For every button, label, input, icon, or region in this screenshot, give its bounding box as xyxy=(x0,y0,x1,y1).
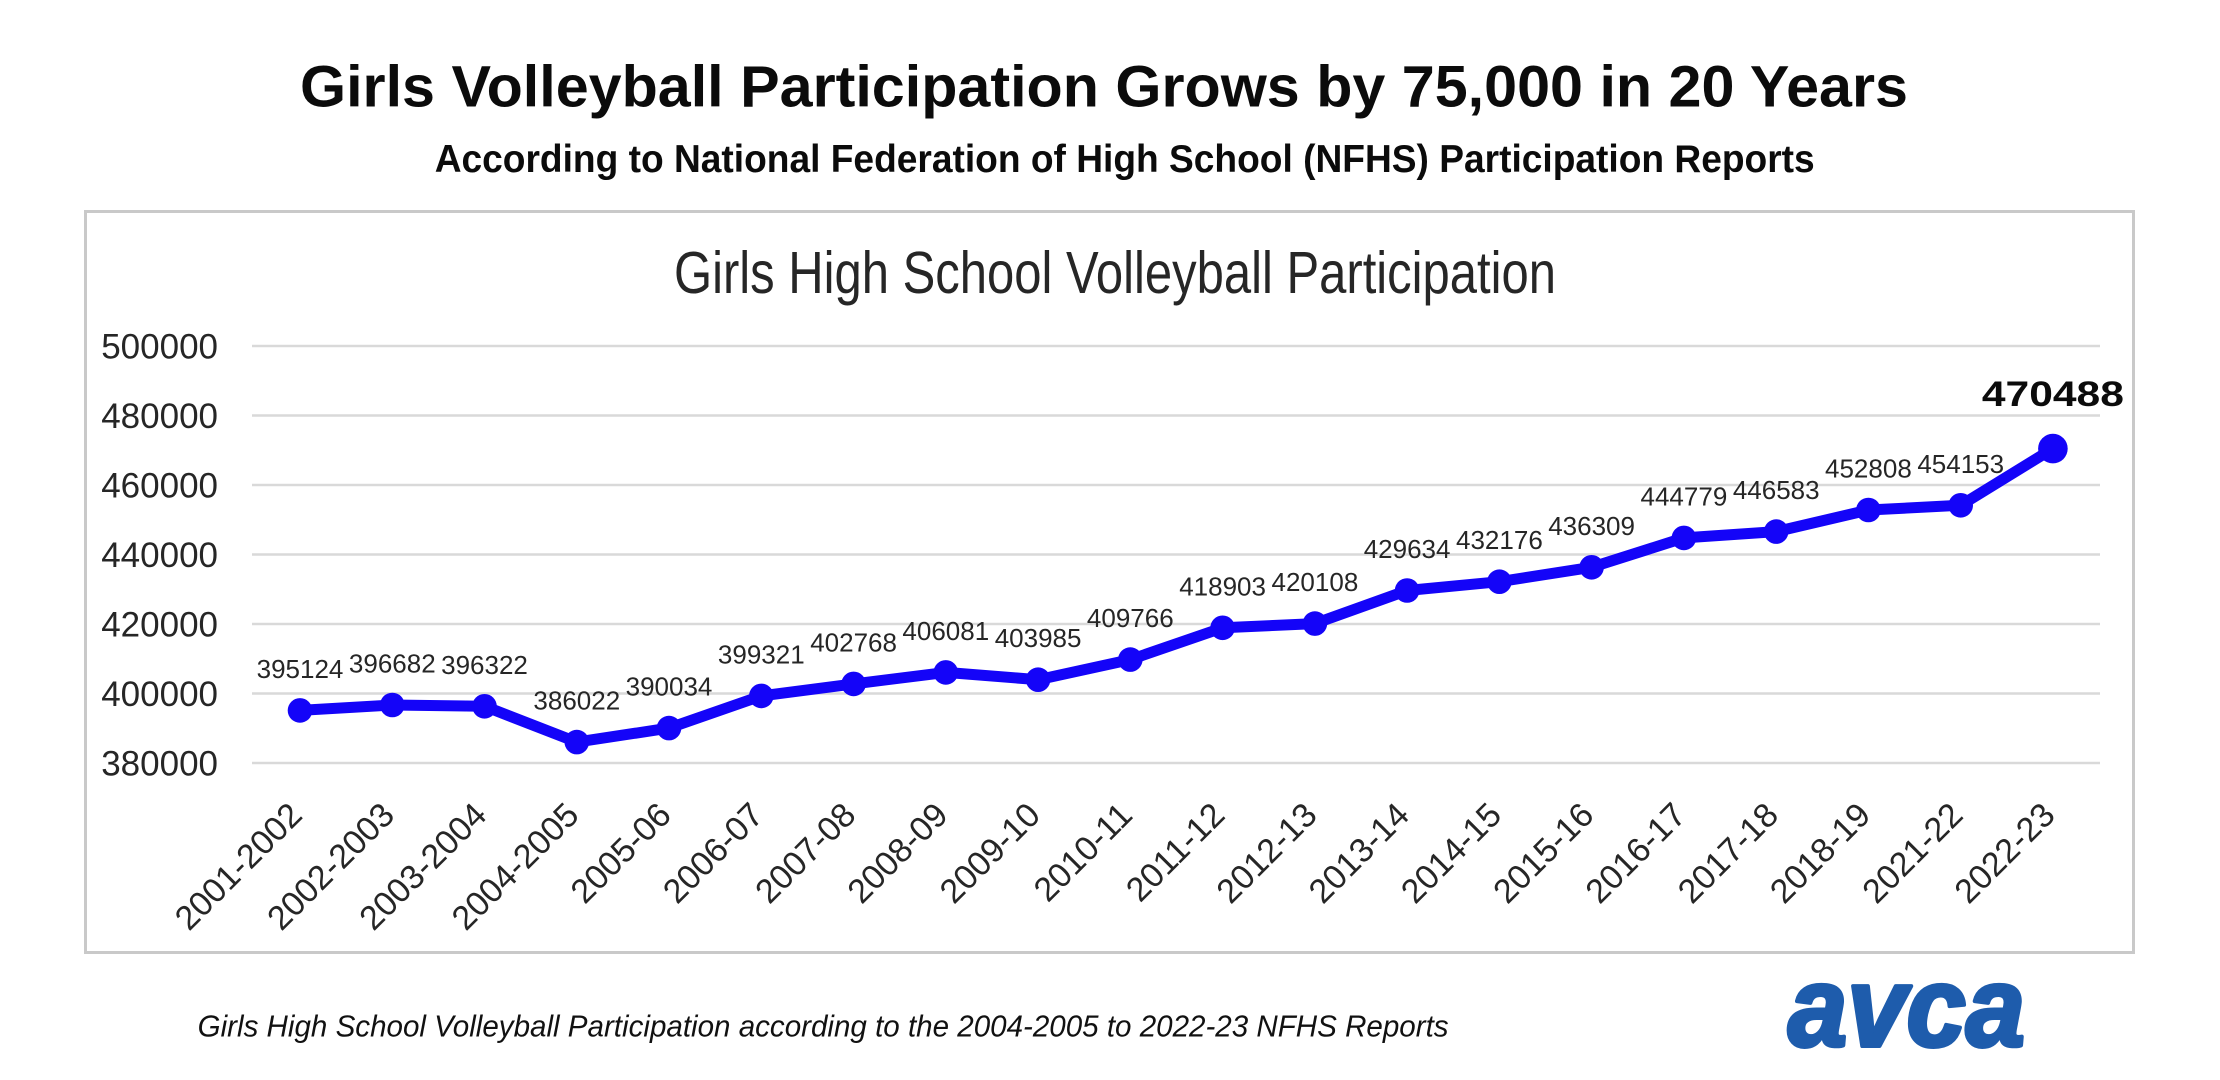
svg-text:Girls High School Volleyball P: Girls High School Volleyball Participati… xyxy=(198,1009,1449,1044)
svg-text:396322: 396322 xyxy=(441,650,528,680)
svg-text:420108: 420108 xyxy=(1272,567,1359,597)
svg-text:399321: 399321 xyxy=(718,639,805,669)
svg-text:403985: 403985 xyxy=(995,623,1082,653)
svg-text:460000: 460000 xyxy=(101,467,218,506)
svg-text:452808: 452808 xyxy=(1825,454,1912,484)
svg-text:440000: 440000 xyxy=(101,536,218,575)
svg-text:406081: 406081 xyxy=(902,616,989,646)
svg-text:396682: 396682 xyxy=(349,649,436,679)
svg-text:409766: 409766 xyxy=(1087,603,1174,633)
svg-text:380000: 380000 xyxy=(101,745,218,784)
svg-text:454153: 454153 xyxy=(1917,449,2004,479)
svg-text:402768: 402768 xyxy=(810,627,897,657)
svg-text:429634: 429634 xyxy=(1364,534,1451,564)
svg-text:480000: 480000 xyxy=(101,397,218,436)
svg-text:Girls Volleyball Participation: Girls Volleyball Participation Grows by … xyxy=(300,55,1908,120)
svg-text:436309: 436309 xyxy=(1548,511,1635,541)
svg-text:Girls High School Volleyball P: Girls High School Volleyball Participati… xyxy=(674,240,1556,306)
svg-text:446583: 446583 xyxy=(1733,475,1820,505)
svg-text:avca: avca xyxy=(1788,944,2025,1070)
svg-text:432176: 432176 xyxy=(1456,525,1543,555)
svg-text:418903: 418903 xyxy=(1179,571,1266,601)
svg-text:400000: 400000 xyxy=(101,675,218,714)
svg-text:395124: 395124 xyxy=(257,654,344,684)
svg-text:500000: 500000 xyxy=(101,328,218,367)
svg-text:According to National Federati: According to National Federation of High… xyxy=(435,138,1815,181)
svg-text:470488: 470488 xyxy=(1982,375,2124,414)
svg-text:420000: 420000 xyxy=(101,606,218,645)
svg-text:390034: 390034 xyxy=(626,672,713,702)
svg-text:444779: 444779 xyxy=(1641,481,1728,511)
svg-text:386022: 386022 xyxy=(533,686,620,716)
